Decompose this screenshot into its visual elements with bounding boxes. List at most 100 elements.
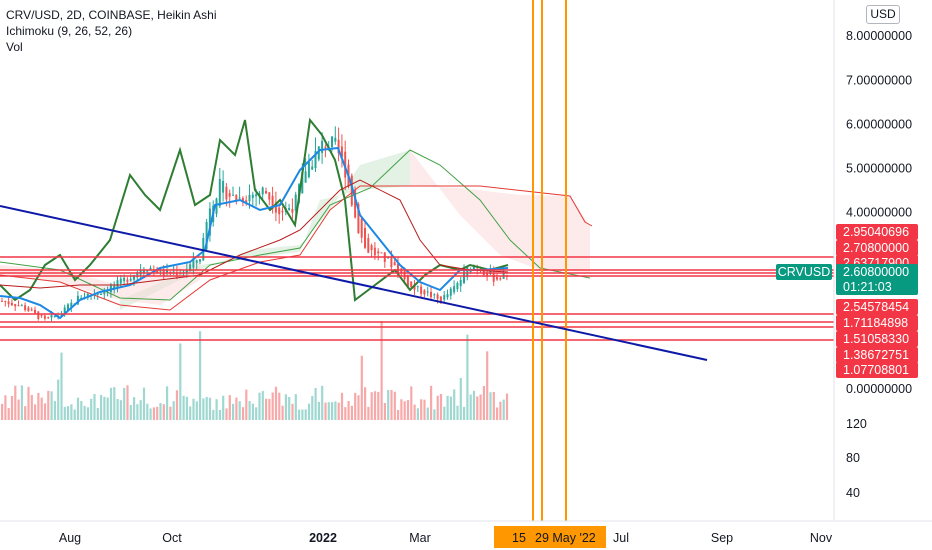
volume-bar: [195, 401, 198, 420]
volume-bar: [357, 395, 360, 420]
candle-body: [202, 237, 205, 261]
time-axis[interactable]: Aug Oct 2022 Mar Jul Sep Nov: [59, 531, 833, 545]
volume-bar: [113, 387, 116, 420]
vertical-markers[interactable]: [532, 0, 567, 521]
cloud-red: [0, 262, 200, 305]
ichimoku-cloud: [0, 150, 590, 310]
horizontal-levels[interactable]: [0, 256, 834, 341]
candle-body: [238, 197, 241, 199]
volume-bar: [294, 394, 297, 420]
candle-body: [274, 202, 277, 213]
volume-bar: [162, 404, 165, 420]
volume-bar: [182, 395, 185, 420]
candle-body: [354, 190, 357, 218]
volume-bar: [433, 409, 436, 420]
kijun-sen: [0, 179, 509, 289]
volume-bar: [482, 385, 485, 420]
volume-bar: [350, 405, 353, 420]
price-tick-label: 8.00000000: [846, 29, 912, 43]
volume-bar: [347, 400, 350, 420]
candle-body: [446, 294, 449, 298]
candle-body: [136, 272, 139, 278]
volume-bar: [172, 401, 175, 420]
volume-bar: [116, 398, 119, 420]
level-tags: 2.950406962.708000002.637179002.54578454…: [836, 224, 918, 378]
volume-bar: [123, 387, 126, 420]
volume-bar: [486, 351, 489, 420]
candle-body: [367, 237, 370, 253]
volume-bar: [364, 387, 367, 420]
candle-body: [420, 286, 423, 294]
level-tag-label: 1.38672751: [843, 348, 909, 362]
volume-bar: [255, 407, 258, 420]
volume-bar: [235, 397, 238, 420]
volume-bar: [416, 408, 419, 420]
ichimoku-legend[interactable]: Ichimoku (9, 26, 52, 26): [6, 24, 133, 38]
candle-body: [225, 186, 228, 200]
candle-body: [199, 259, 201, 262]
candle-body: [40, 315, 43, 317]
candle-body: [288, 208, 291, 210]
candle-body: [403, 271, 406, 280]
time-tick-label: Nov: [810, 531, 833, 545]
candle-body: [456, 283, 459, 290]
price-tick-label: 0.00000000: [846, 382, 912, 396]
level-tag: [836, 362, 918, 378]
senkou-span-b: [0, 185, 593, 311]
tenkan-sen: [0, 146, 509, 320]
volume-bar: [225, 408, 228, 420]
volume-bar: [469, 394, 472, 420]
volume-bar: [463, 406, 466, 420]
candle-body: [129, 278, 132, 281]
volume-bar: [476, 396, 479, 420]
volume-bar: [387, 390, 390, 420]
volume-bar: [245, 389, 248, 420]
chikou-span: [0, 117, 509, 302]
volume-bar: [426, 407, 429, 420]
volume-bar: [100, 394, 103, 420]
volume-bar: [109, 387, 113, 420]
currency-button[interactable]: USD: [866, 5, 900, 24]
candle-body: [380, 252, 383, 254]
volume-bar: [472, 390, 476, 420]
volume-legend[interactable]: Vol: [6, 40, 23, 54]
candle-body: [443, 295, 446, 300]
candle-body: [103, 291, 106, 295]
volume-bar: [430, 385, 433, 420]
trend-line[interactable]: [0, 205, 708, 361]
candle-body: [426, 291, 429, 293]
candle-body: [304, 171, 307, 183]
volume-tick-label: 80: [846, 451, 860, 465]
candle-body: [307, 162, 310, 177]
volume-bar: [499, 401, 502, 420]
candle-body: [459, 279, 462, 287]
candle-body: [255, 194, 258, 197]
candle-body: [265, 190, 267, 194]
volume-bar: [159, 403, 162, 420]
level-tag: [836, 224, 918, 240]
price-axis[interactable]: 8.00000000 7.00000000 6.00000000 5.00000000…: [846, 29, 912, 396]
volume-bar: [298, 409, 301, 420]
volume-bar: [268, 398, 271, 420]
candle-body: [119, 278, 122, 284]
volume-bar: [152, 407, 155, 420]
volume-bar: [334, 401, 337, 420]
ichimoku-lines: [0, 117, 593, 320]
volume-bar: [238, 401, 241, 420]
level-tag-label: 1.07708801: [843, 363, 909, 377]
volume-bar: [76, 397, 80, 420]
level-tag: [836, 315, 918, 331]
volume-bar: [373, 391, 377, 420]
level-tag-label: 1.71184898: [843, 316, 908, 330]
candle-body: [331, 136, 333, 148]
candle-body: [20, 305, 23, 307]
candle-body: [1, 300, 3, 302]
volume-bar: [443, 406, 446, 420]
candle-body: [496, 277, 498, 280]
volume-tick-label: 120: [846, 417, 867, 431]
volume-bar: [307, 403, 311, 420]
candle-body: [364, 228, 366, 248]
level-tag: [836, 299, 918, 315]
candle-body: [472, 266, 475, 271]
